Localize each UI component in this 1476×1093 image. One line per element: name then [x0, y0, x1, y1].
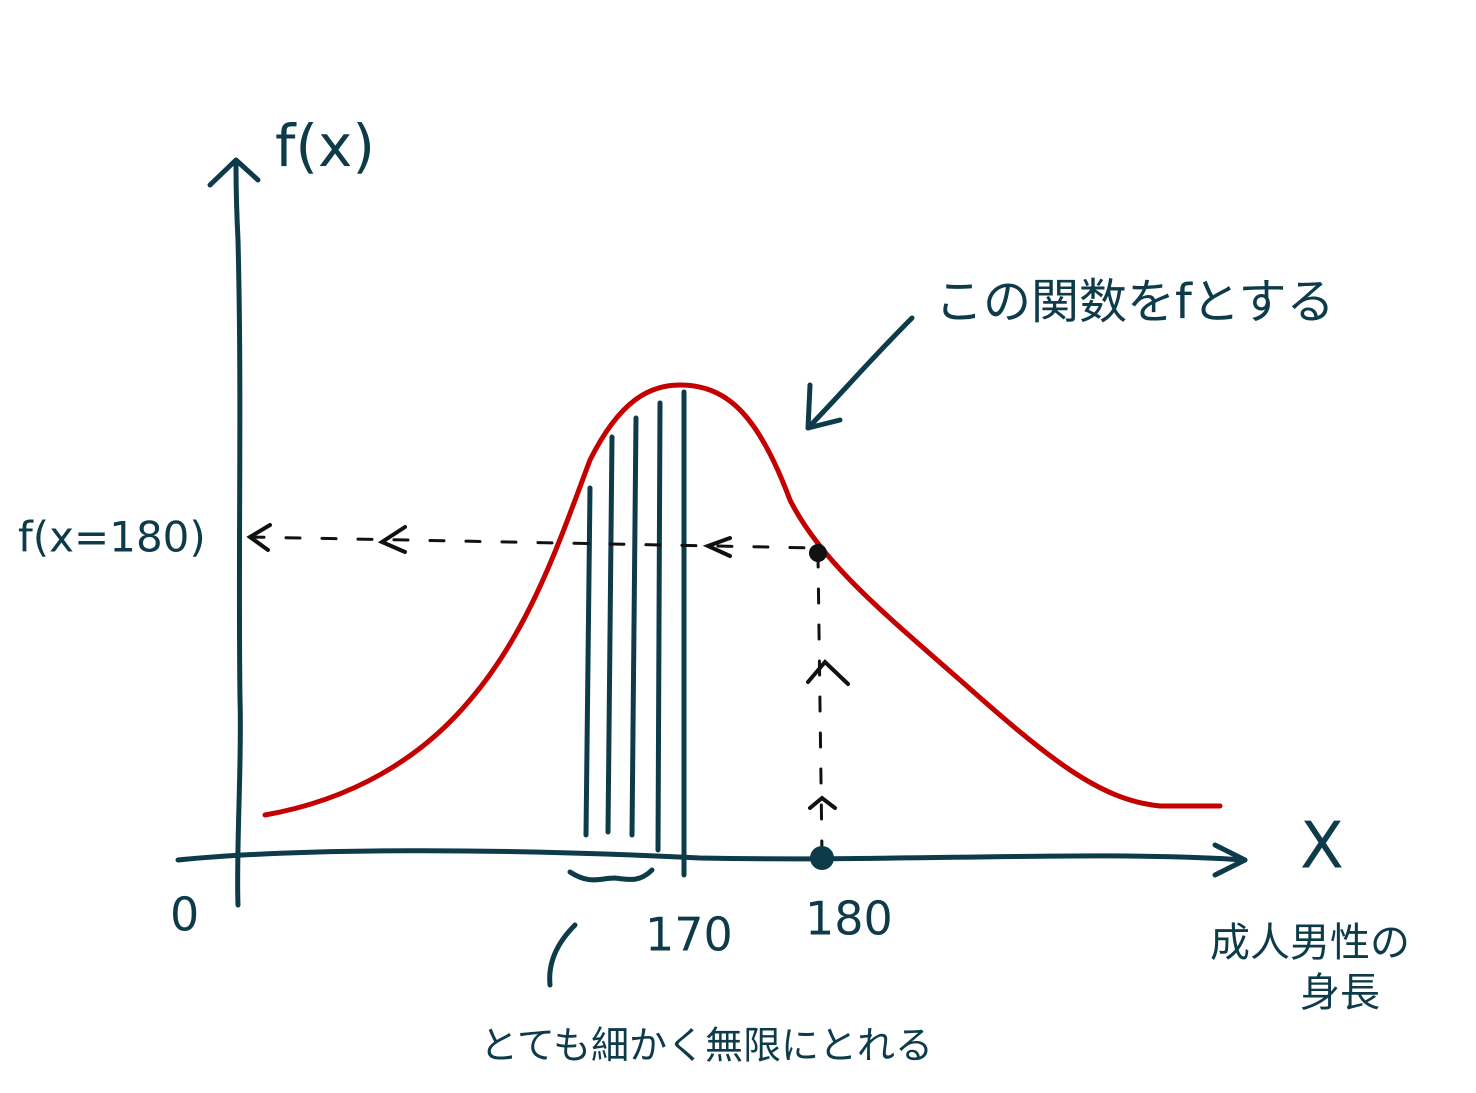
value-label: f(x=180) — [18, 513, 206, 562]
annotation-arrow — [805, 315, 915, 431]
y-axis-arrow — [207, 157, 261, 188]
slices-annotation: とても細かく無限にとれる — [480, 1024, 933, 1068]
origin-label: 0 — [170, 888, 199, 942]
x-tick-label: 180 — [805, 892, 893, 946]
x-axis-arrow — [1212, 842, 1248, 878]
slice-pointer — [547, 922, 578, 988]
x-axis — [175, 848, 1248, 863]
y-axis-label: f(x) — [275, 112, 375, 180]
function-annotation: この関数をfとする — [935, 274, 1334, 330]
x-point — [810, 846, 834, 870]
curve-point — [809, 544, 827, 562]
slices — [583, 389, 687, 878]
x-axis-label: X — [1300, 810, 1344, 884]
density-curve — [262, 382, 1223, 818]
horizontal-guide — [248, 535, 820, 550]
vertical-guide — [816, 554, 824, 857]
slice-brace — [567, 867, 655, 883]
x-tick-label: 170 — [645, 908, 733, 962]
x-description: 成人男性の — [1210, 920, 1410, 966]
x-description: 身長 — [1300, 970, 1380, 1016]
annotation-arrow-head — [805, 382, 843, 431]
guide-arrows — [246, 523, 850, 810]
y-axis — [233, 162, 243, 908]
